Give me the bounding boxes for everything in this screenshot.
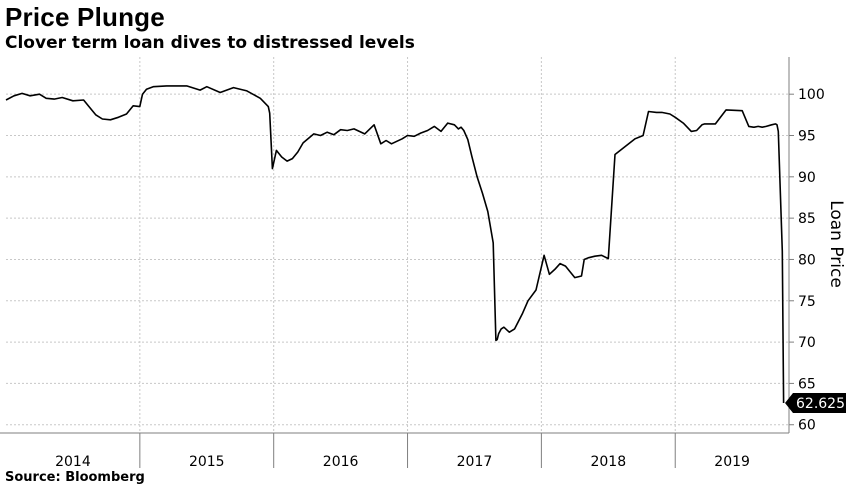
chart-subtitle: Clover term loan dives to distressed lev… bbox=[5, 33, 415, 53]
series-layer bbox=[5, 85, 785, 404]
x-year-label: 2018 bbox=[590, 454, 626, 470]
x-year-label: 2015 bbox=[189, 454, 225, 470]
y-tick-label: 85 bbox=[798, 211, 816, 227]
y-tick-label: 65 bbox=[798, 376, 816, 392]
x-year-label: 2016 bbox=[323, 454, 359, 470]
y-tick-label: 90 bbox=[798, 170, 816, 186]
last-value-badge bbox=[785, 393, 846, 414]
grid-layer bbox=[6, 57, 789, 433]
y-tick-label: 95 bbox=[798, 129, 816, 145]
last-value-label: 62.625 bbox=[796, 396, 845, 412]
y-tick-label: 70 bbox=[798, 335, 816, 351]
axis-layer bbox=[0, 57, 794, 468]
source-note: Source: Bloomberg bbox=[5, 470, 145, 485]
x-year-label: 2019 bbox=[714, 454, 750, 470]
chart-title: Price Plunge bbox=[5, 2, 165, 32]
y-tick-label: 80 bbox=[798, 252, 816, 268]
series-line bbox=[5, 85, 785, 404]
y-axis-label: Loan Price bbox=[826, 200, 846, 288]
y-tick-label: 75 bbox=[798, 294, 816, 310]
y-tick-label: 100 bbox=[798, 87, 825, 103]
x-year-label: 2017 bbox=[457, 454, 493, 470]
x-year-label: 2014 bbox=[55, 454, 91, 470]
label-layer: 60 65 70 75 80 85 90 95 100 2014 2015 2016 2017 2018 2… bbox=[55, 87, 846, 470]
y-tick-label: 60 bbox=[798, 418, 816, 434]
